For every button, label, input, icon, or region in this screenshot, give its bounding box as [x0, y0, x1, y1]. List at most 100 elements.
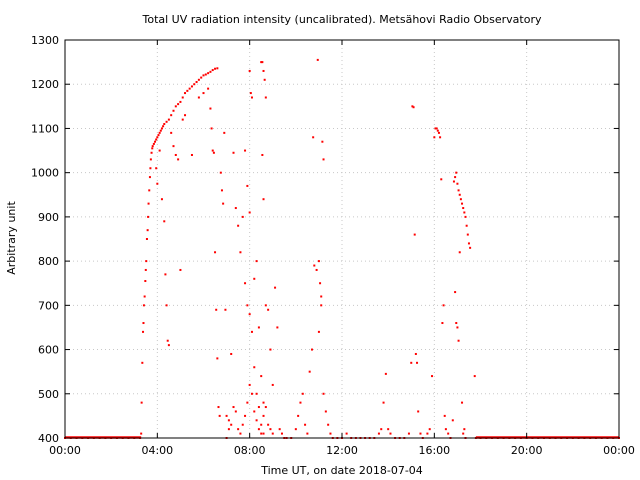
- chart-title: Total UV radiation intensity (uncalibrat…: [142, 13, 542, 26]
- y-tick-label: 1100: [31, 122, 59, 135]
- x-tick-label: 00:00: [49, 444, 81, 457]
- data-point: [143, 295, 146, 298]
- x-tick-label: 16:00: [418, 444, 450, 457]
- data-point: [174, 153, 177, 156]
- data-point: [260, 423, 263, 426]
- x-tick-label: 20:00: [511, 444, 543, 457]
- data-point: [211, 149, 214, 152]
- data-point: [329, 432, 332, 435]
- data-point: [159, 129, 162, 132]
- data-point: [181, 96, 184, 99]
- data-point: [145, 238, 148, 240]
- data-point: [463, 428, 466, 431]
- data-point: [345, 432, 348, 435]
- data-point: [215, 308, 218, 311]
- data-point: [195, 81, 198, 84]
- data-point: [387, 428, 390, 431]
- data-point: [179, 100, 182, 103]
- data-point: [419, 432, 422, 435]
- data-point: [248, 69, 251, 72]
- data-point: [186, 89, 189, 92]
- data-point: [239, 432, 242, 435]
- data-point: [184, 92, 187, 95]
- data-point: [211, 69, 214, 72]
- data-point: [155, 167, 158, 170]
- data-point: [436, 129, 439, 132]
- data-point: [246, 401, 249, 404]
- data-point: [411, 105, 414, 108]
- data-point: [267, 423, 270, 426]
- data-point: [232, 151, 235, 154]
- plot-frame: [64, 39, 620, 439]
- y-tick-label: 1200: [31, 78, 59, 91]
- data-point: [271, 432, 274, 435]
- data-point: [209, 70, 212, 73]
- data-point: [223, 131, 226, 134]
- data-point: [316, 58, 319, 61]
- data-point: [321, 140, 324, 143]
- data-point: [239, 251, 242, 254]
- data-point: [154, 140, 157, 143]
- data-point: [276, 326, 279, 329]
- data-point: [225, 414, 228, 417]
- data-point: [412, 106, 415, 109]
- data-point: [149, 158, 152, 161]
- data-point: [244, 414, 247, 417]
- data-point: [414, 352, 417, 355]
- data-point: [230, 423, 233, 426]
- data-point: [214, 251, 217, 254]
- data-point: [244, 149, 247, 152]
- data-point: [141, 361, 144, 364]
- data-point: [200, 76, 203, 79]
- data-point: [216, 67, 219, 70]
- data-point: [177, 158, 180, 161]
- data-point: [260, 432, 263, 435]
- data-point: [456, 182, 459, 185]
- data-point: [202, 74, 205, 77]
- data-point: [147, 202, 150, 205]
- data-point: [253, 366, 256, 369]
- data-point: [280, 432, 283, 435]
- data-point: [320, 295, 323, 298]
- data-point: [255, 392, 258, 395]
- data-point: [269, 428, 272, 431]
- data-point: [167, 344, 170, 347]
- data-point: [433, 136, 436, 139]
- data-point: [156, 182, 159, 185]
- data-point: [148, 189, 151, 192]
- data-point: [237, 428, 240, 431]
- data-point: [317, 330, 320, 333]
- data-point: [257, 326, 260, 329]
- data-point: [271, 383, 274, 386]
- data-point: [465, 224, 468, 227]
- data-point: [267, 308, 270, 311]
- data-point: [462, 432, 465, 435]
- data-point: [461, 401, 464, 404]
- axis-ticks: 400 500 600 700 800 900 1000 1100 1200 1300 00:00 0…: [31, 34, 635, 457]
- data-point: [140, 432, 143, 435]
- data-point: [148, 176, 151, 179]
- data-point: [322, 158, 325, 161]
- data-point: [274, 286, 277, 289]
- data-point: [442, 304, 445, 307]
- data-point: [219, 171, 222, 174]
- data-point: [431, 375, 434, 378]
- data-point: [179, 268, 182, 271]
- data-point: [147, 215, 150, 218]
- data-point: [150, 151, 153, 154]
- data-point: [444, 428, 447, 431]
- x-tick-label: 08:00: [234, 444, 266, 457]
- data-point: [216, 357, 219, 360]
- data-point: [246, 184, 249, 187]
- data-point: [163, 220, 166, 223]
- data-point: [255, 260, 258, 263]
- data-point: [262, 432, 265, 435]
- data-point: [248, 211, 251, 214]
- data-point: [165, 304, 168, 307]
- data-point: [451, 419, 454, 422]
- data-point: [299, 401, 302, 404]
- data-point: [389, 432, 392, 435]
- data-point: [261, 153, 264, 156]
- data-point: [269, 348, 272, 351]
